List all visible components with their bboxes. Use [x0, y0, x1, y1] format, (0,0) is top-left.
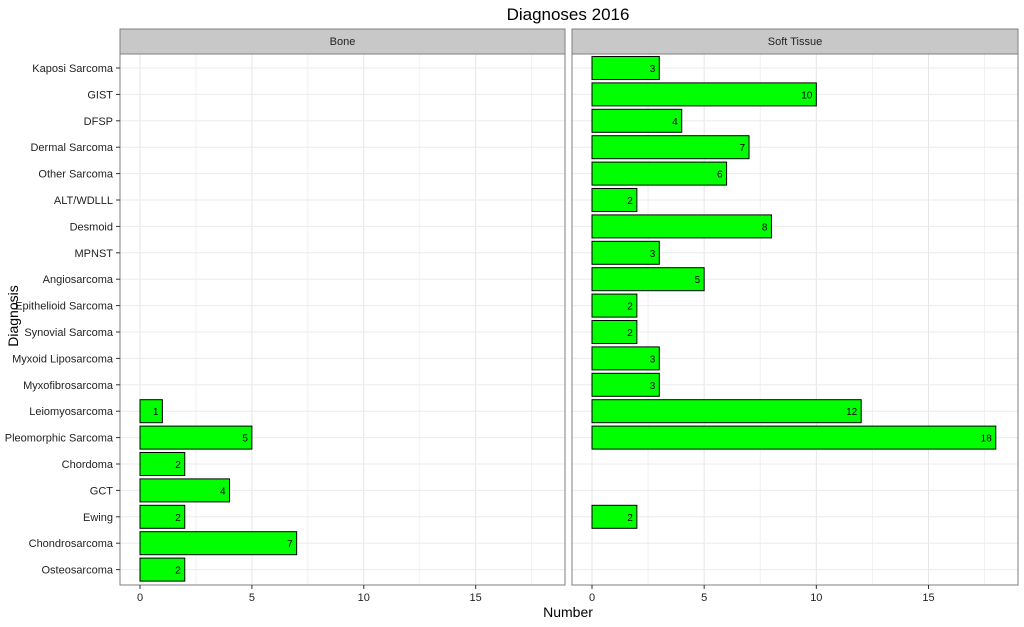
data-label: 18: [981, 434, 993, 445]
x-tick-label: 15: [470, 592, 482, 604]
data-label: 3: [650, 64, 656, 75]
x-tick-label: 10: [358, 592, 370, 604]
data-label: 2: [627, 196, 633, 207]
y-axis-title: Diagnosis: [5, 285, 21, 346]
data-label: 7: [739, 143, 745, 154]
bar: [591, 214, 772, 239]
data-label: 2: [627, 328, 633, 339]
y-tick-label: Osteosarcoma: [41, 565, 113, 577]
y-tick-label: GCT: [90, 485, 114, 497]
bar: [591, 320, 638, 344]
data-label: 4: [672, 117, 678, 128]
bar: [139, 557, 186, 582]
bar: [591, 346, 660, 371]
x-tick-label: 15: [922, 592, 934, 604]
bar: [591, 135, 750, 160]
bar: [591, 372, 660, 397]
bar: [139, 531, 298, 556]
bars-soft-tissue: 3 10 4 7 6 2 8 3 5 2 2 3 3 12 18 2: [591, 56, 997, 529]
data-label: 8: [762, 222, 768, 233]
y-tick-label: Myxofibrosarcoma: [23, 380, 114, 392]
bar: [139, 452, 186, 476]
y-tick-label: Other Sarcoma: [38, 169, 113, 181]
bar: [591, 56, 660, 80]
major-gridlines-soft-tissue: [591, 54, 929, 585]
data-label: 5: [242, 434, 248, 445]
x-tick-label: 5: [701, 592, 707, 604]
y-tick-label: ALT/WDLLL: [54, 195, 113, 207]
data-label: 10: [801, 90, 813, 101]
panel-border-bone: [119, 53, 566, 586]
data-label: 6: [717, 170, 723, 181]
strip-soft-tissue: [571, 28, 1019, 55]
x-axis-ticks-bone: 0 5 10 15: [137, 585, 482, 604]
y-tick-label: Desmoid: [70, 221, 113, 233]
bar: [591, 240, 660, 265]
y-tick-label: Chordoma: [62, 459, 114, 471]
strip-bone: [119, 28, 566, 55]
strip-label-soft-tissue: Soft Tissue: [768, 36, 822, 48]
y-tick-label: Synovial Sarcoma: [24, 327, 114, 339]
bar: [591, 425, 997, 450]
data-label: 7: [287, 539, 293, 550]
data-label: 2: [175, 566, 181, 577]
bar: [591, 188, 638, 212]
x-axis-ticks-soft-tissue: 0 5 10 15: [589, 585, 935, 604]
bar: [591, 293, 638, 318]
x-tick-label: 0: [137, 592, 143, 604]
x-tick-label: 10: [810, 592, 822, 604]
data-label: 5: [695, 275, 701, 286]
bar: [139, 399, 163, 424]
data-label: 3: [650, 381, 656, 392]
y-tick-label: Pleomorphic Sarcoma: [5, 433, 114, 445]
bar: [591, 504, 638, 529]
bar: [139, 504, 186, 529]
y-tick-label: MPNST: [75, 248, 114, 260]
y-tick-label: Epithelioid Sarcoma: [15, 301, 114, 313]
bar: [591, 399, 862, 424]
data-label: 1: [153, 407, 159, 418]
bar: [591, 82, 817, 107]
y-tick-label: Angiosarcoma: [43, 274, 114, 286]
plot-area-bone: [120, 54, 565, 585]
x-tick-label: 0: [589, 592, 595, 604]
x-axis-title: Number: [543, 604, 593, 620]
bar: [591, 161, 728, 186]
y-tick-label: Leiomyosarcoma: [29, 406, 114, 418]
data-label: 2: [627, 513, 633, 524]
data-label: 4: [220, 486, 226, 497]
plot-area-soft-tissue: [572, 54, 1018, 585]
y-tick-label: Myxoid Liposarcoma: [12, 353, 114, 365]
x-tick-label: 5: [249, 592, 255, 604]
y-axis-labels: Kaposi Sarcoma GIST DFSP Dermal Sarcoma Othe…: [5, 63, 120, 577]
y-tick-label: DFSP: [84, 116, 113, 128]
data-label: 3: [650, 354, 656, 365]
chart-title: Diagnoses 2016: [507, 5, 630, 24]
data-label: 3: [650, 249, 656, 260]
data-label: 12: [846, 407, 858, 418]
panel-border-soft-tissue: [571, 53, 1019, 586]
bar: [591, 267, 705, 292]
data-label: 2: [627, 302, 633, 313]
data-label: 2: [175, 460, 181, 471]
bars-bone: 1 5 2 4 2 7 2: [139, 399, 298, 582]
strip-label-bone: Bone: [330, 36, 356, 48]
y-tick-label: Ewing: [83, 512, 113, 524]
y-tick-label: Chondrosarcoma: [29, 538, 114, 550]
bar: [591, 108, 683, 133]
y-tick-label: Dermal Sarcoma: [30, 142, 113, 154]
panel-soft-tissue: Soft Tissue 3 10 4 7 6 2 8 3 5 2 2 3 3 12 18 2 0 5 10 15: [571, 28, 1019, 604]
y-tick-label: GIST: [87, 89, 113, 101]
data-label: 2: [175, 513, 181, 524]
bar: [139, 425, 253, 450]
y-tick-label: Kaposi Sarcoma: [32, 63, 114, 75]
bar: [139, 478, 231, 503]
